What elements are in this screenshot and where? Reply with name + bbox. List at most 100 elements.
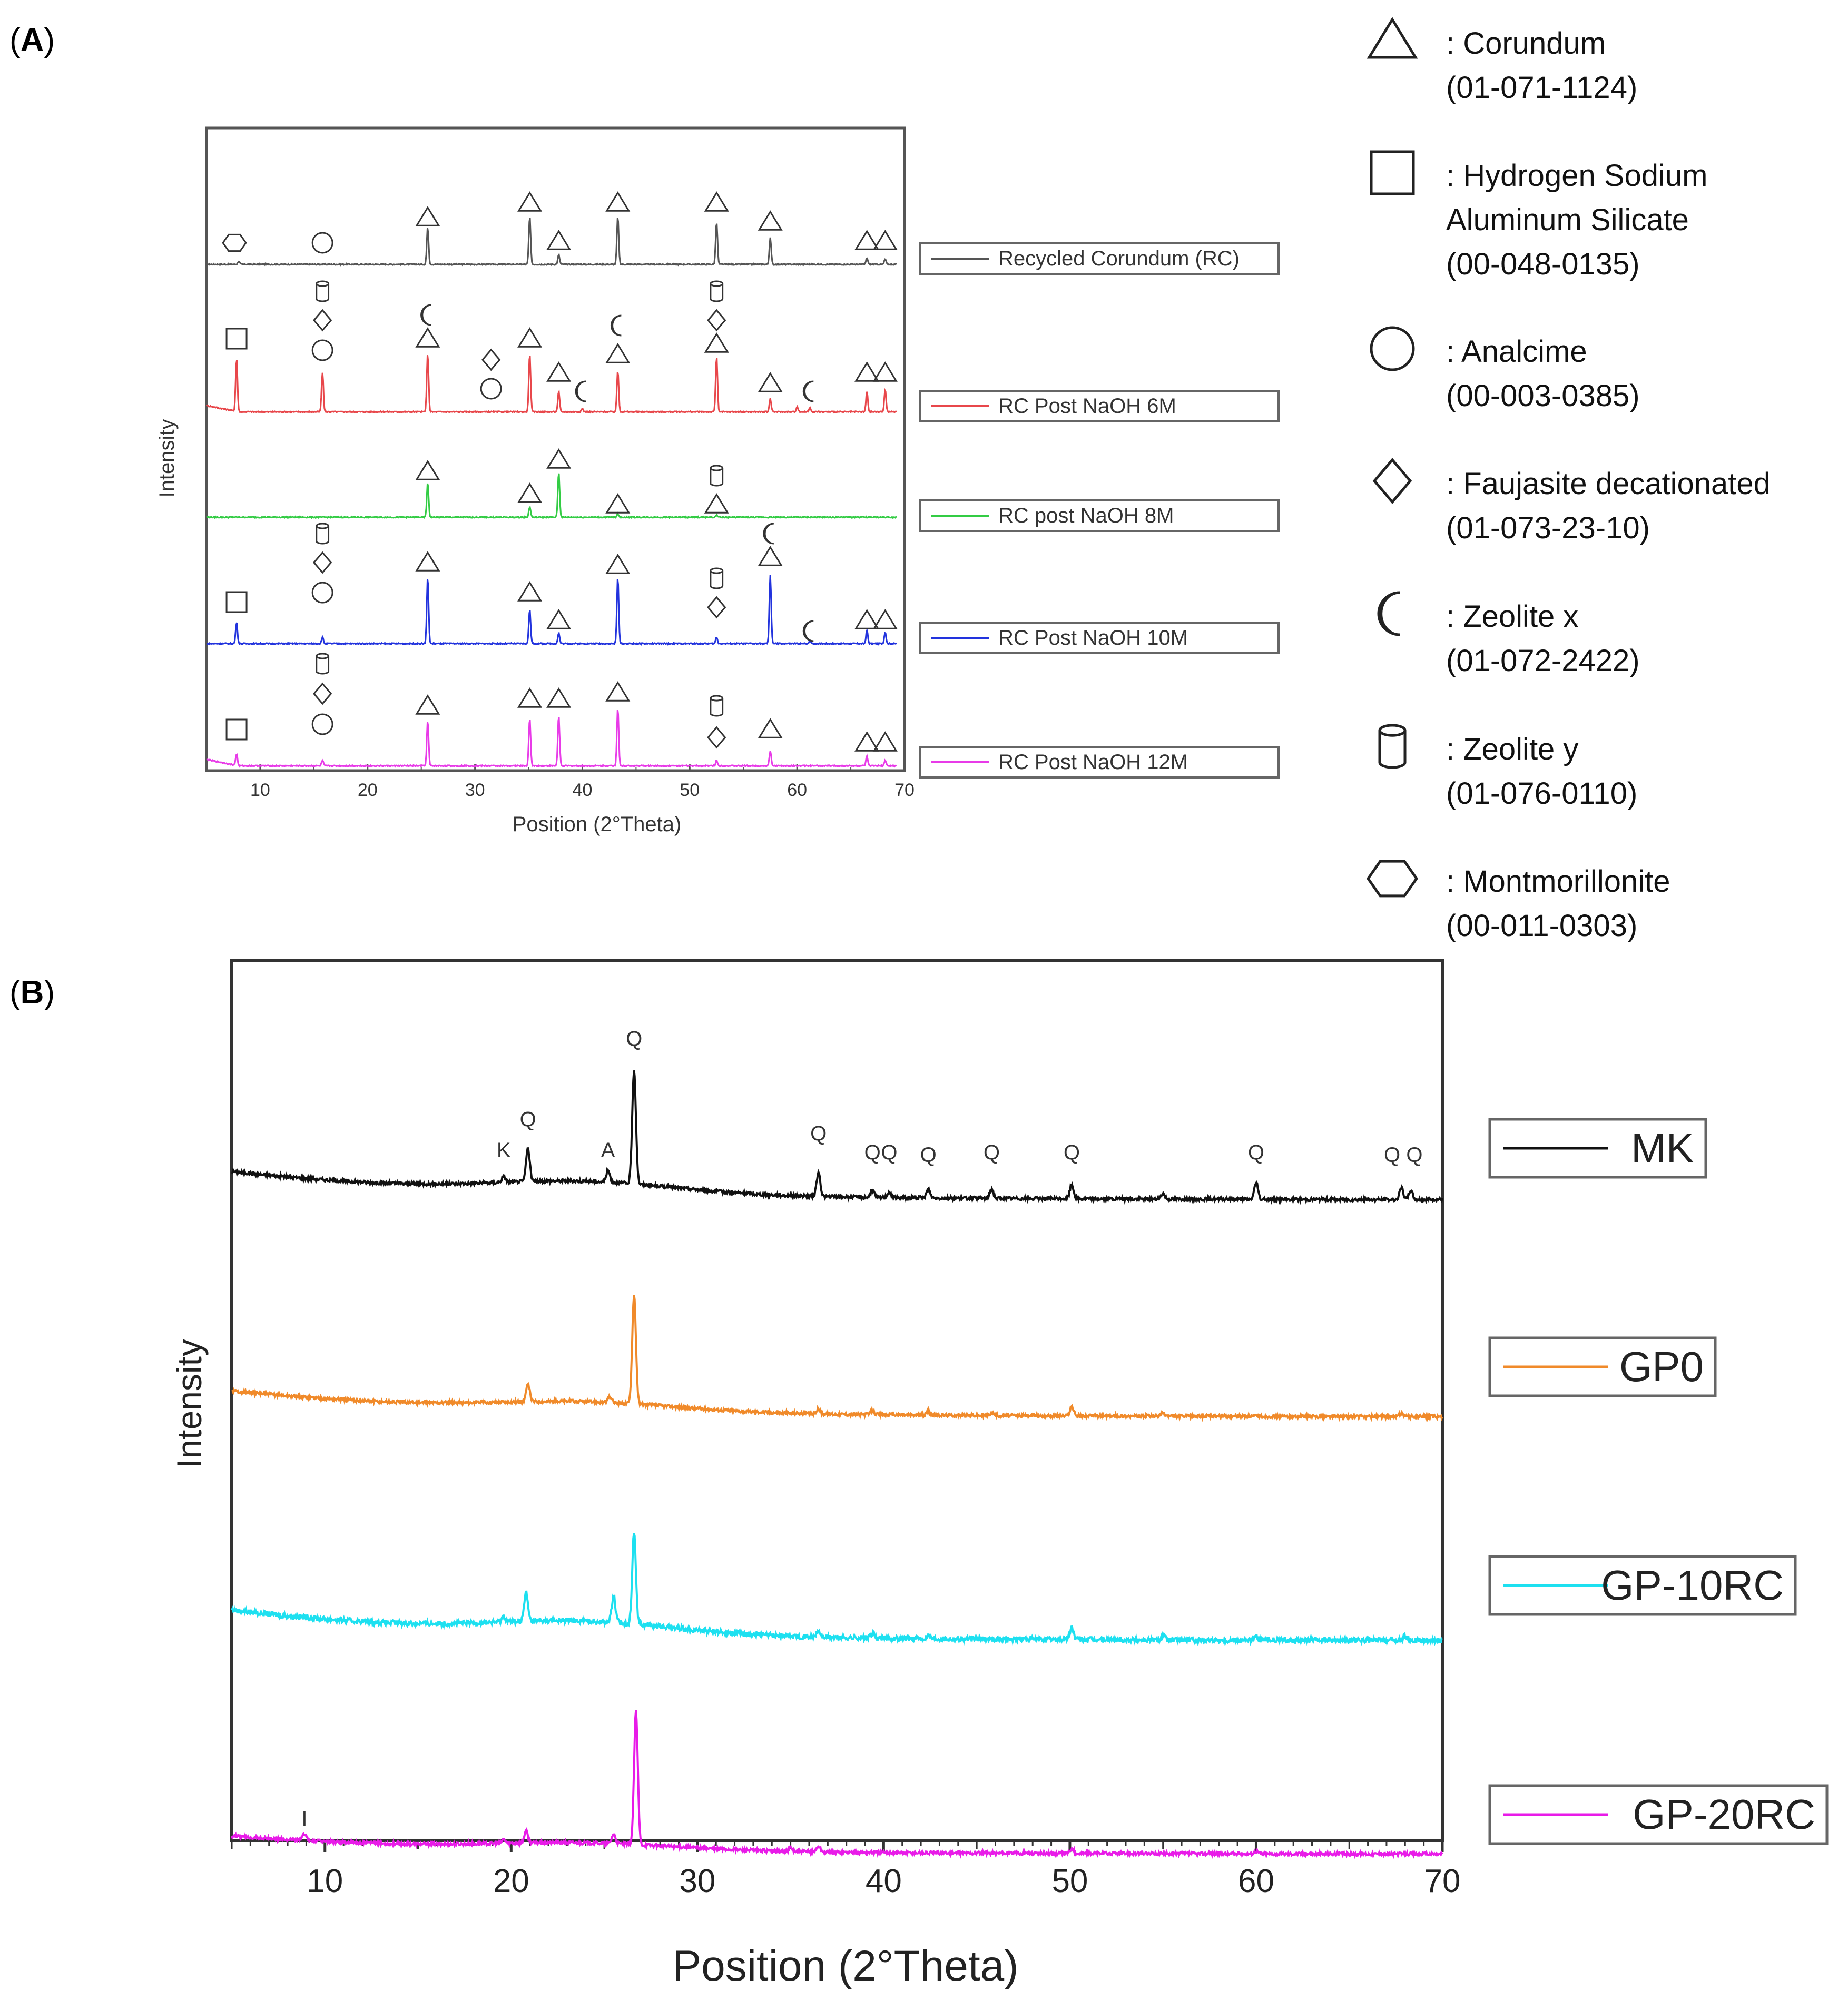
circle-icon [311,232,333,254]
symbol-key-text: (01-073-23-10) [1446,511,1650,545]
x-tick-label-a: 70 [894,780,915,800]
symbol-key-entry: : Zeolite x (01-072-2422) [1377,591,1640,678]
legend-item-a: RC post NaOH 8M [919,499,1280,532]
symbol-key-text: : Analcime [1446,334,1587,369]
symbol-key-text: Aluminum Silicate [1446,203,1689,237]
y-axis-title-b: Intensity [170,1339,209,1469]
peak-label-b: Q [1248,1141,1264,1165]
series-line-b-2 [231,1533,1443,1647]
series-line-a-1 [205,355,898,414]
triangle-icon [415,460,440,480]
cylinder-icon [710,280,724,302]
triangle-icon [415,694,440,715]
series-line-b-1 [231,1295,1443,1422]
triangle-icon [758,718,783,738]
diamond-icon [707,309,726,332]
x-tick-label-b: 50 [1051,1863,1088,1899]
peak-label-b: Q [1406,1144,1422,1167]
symbol-key-entry: : Montmorillonite (00-011-0303) [1366,860,1670,943]
panel-b-label: (B) [9,974,55,1011]
triangle-icon [872,731,898,752]
triangle-icon [872,609,898,629]
triangle-icon [854,609,880,629]
symbol-key-text: : Montmorillonite [1446,864,1670,899]
legend-item-b: MK [1488,1118,1707,1179]
triangle-icon [605,343,631,363]
symbol-key-text: (01-072-2422) [1446,644,1640,678]
symbol-key-entry: : Analcime (00-003-0385) [1370,326,1640,413]
x-tick-label-a: 50 [680,780,700,800]
crescent-icon [802,380,814,402]
legend-label-a: RC Post NaOH 6M [998,395,1176,418]
symbol-key-entry: : Faujasite decationated (01-073-23-10) [1372,458,1771,545]
peak-label-b: Q [984,1141,1000,1165]
x-tick-label-a: 10 [250,780,270,800]
peak-label-b: Q [626,1028,642,1051]
hexagon-icon [1366,860,1419,898]
triangle-icon [872,361,898,382]
triangle-icon [546,687,572,708]
x-tick-label-b: 20 [493,1863,529,1899]
triangle-icon [605,681,631,702]
symbol-key-entry: : Hydrogen Sodium Aluminum Silicate (00-04… [1370,150,1707,281]
symbol-key-text: (01-071-1124) [1446,71,1637,105]
diamond-icon [481,348,501,371]
square-icon [225,718,248,741]
peak-label-b: Q [1384,1144,1400,1167]
triangle-icon [546,609,572,629]
peak-label-b: Q [520,1108,536,1131]
diamond-icon [313,551,332,574]
symbol-key-text: : Zeolite y [1446,732,1578,766]
legend-label-b: MK [1631,1125,1694,1171]
triangle-icon [517,327,543,348]
triangle-icon [546,448,572,469]
triangle-icon [854,361,880,382]
peak-label-b: A [601,1139,615,1162]
x-tick-label-b: 30 [679,1863,715,1899]
legend-label-a: RC Post NaOH 12M [998,751,1188,774]
series-line-a-2 [206,473,897,519]
square-icon [225,328,248,350]
series-line-b-0 [231,1070,1443,1205]
triangle-icon [704,191,729,212]
triangle-icon [704,332,729,353]
legend-item-a: RC Post NaOH 6M [919,390,1280,422]
diamond-icon [1372,458,1412,504]
legend-label-b: GP0 [1619,1343,1704,1390]
diamond-icon [707,726,726,749]
legend-label-a: RC post NaOH 8M [998,504,1174,527]
series-line-a-0 [206,218,897,267]
diamond-icon [313,682,332,705]
legend-label-b: GP-10RC [1601,1562,1784,1609]
plot-frame-a [205,126,906,772]
x-tick-label-b: 40 [866,1863,902,1899]
crescent-icon [420,304,431,326]
triangle-icon [1367,17,1418,59]
triangle-icon [517,482,543,503]
circle-icon [311,582,333,604]
triangle-icon [605,554,631,574]
circle-icon [480,378,502,400]
cylinder-icon [316,523,330,545]
peak-label-b: Q [881,1141,897,1165]
triangle-icon [854,731,880,752]
plot-frame-b [230,959,1444,1842]
panel-a-label: (A) [9,22,55,58]
legend-item-a: RC Post NaOH 10M [919,622,1280,654]
triangle-icon [704,493,729,514]
legend-item-b: GP-10RC [1488,1555,1797,1616]
triangle-icon [415,206,440,226]
triangle-icon [758,546,783,566]
triangle-icon [605,191,631,212]
series-line-a-3 [206,575,897,646]
diamond-icon [313,309,332,332]
square-icon [1370,150,1415,195]
square-icon [225,591,248,613]
symbol-key-entry: : Corundum (01-071-1124) [1367,17,1637,105]
triangle-icon [758,372,783,392]
crescent-icon [802,620,814,642]
x-tick-label-a: 40 [573,780,593,800]
symbol-key-text: : Hydrogen Sodium [1446,159,1707,193]
legend-item-a: RC Post NaOH 12M [919,746,1280,779]
peak-label-b: I [301,1807,307,1830]
